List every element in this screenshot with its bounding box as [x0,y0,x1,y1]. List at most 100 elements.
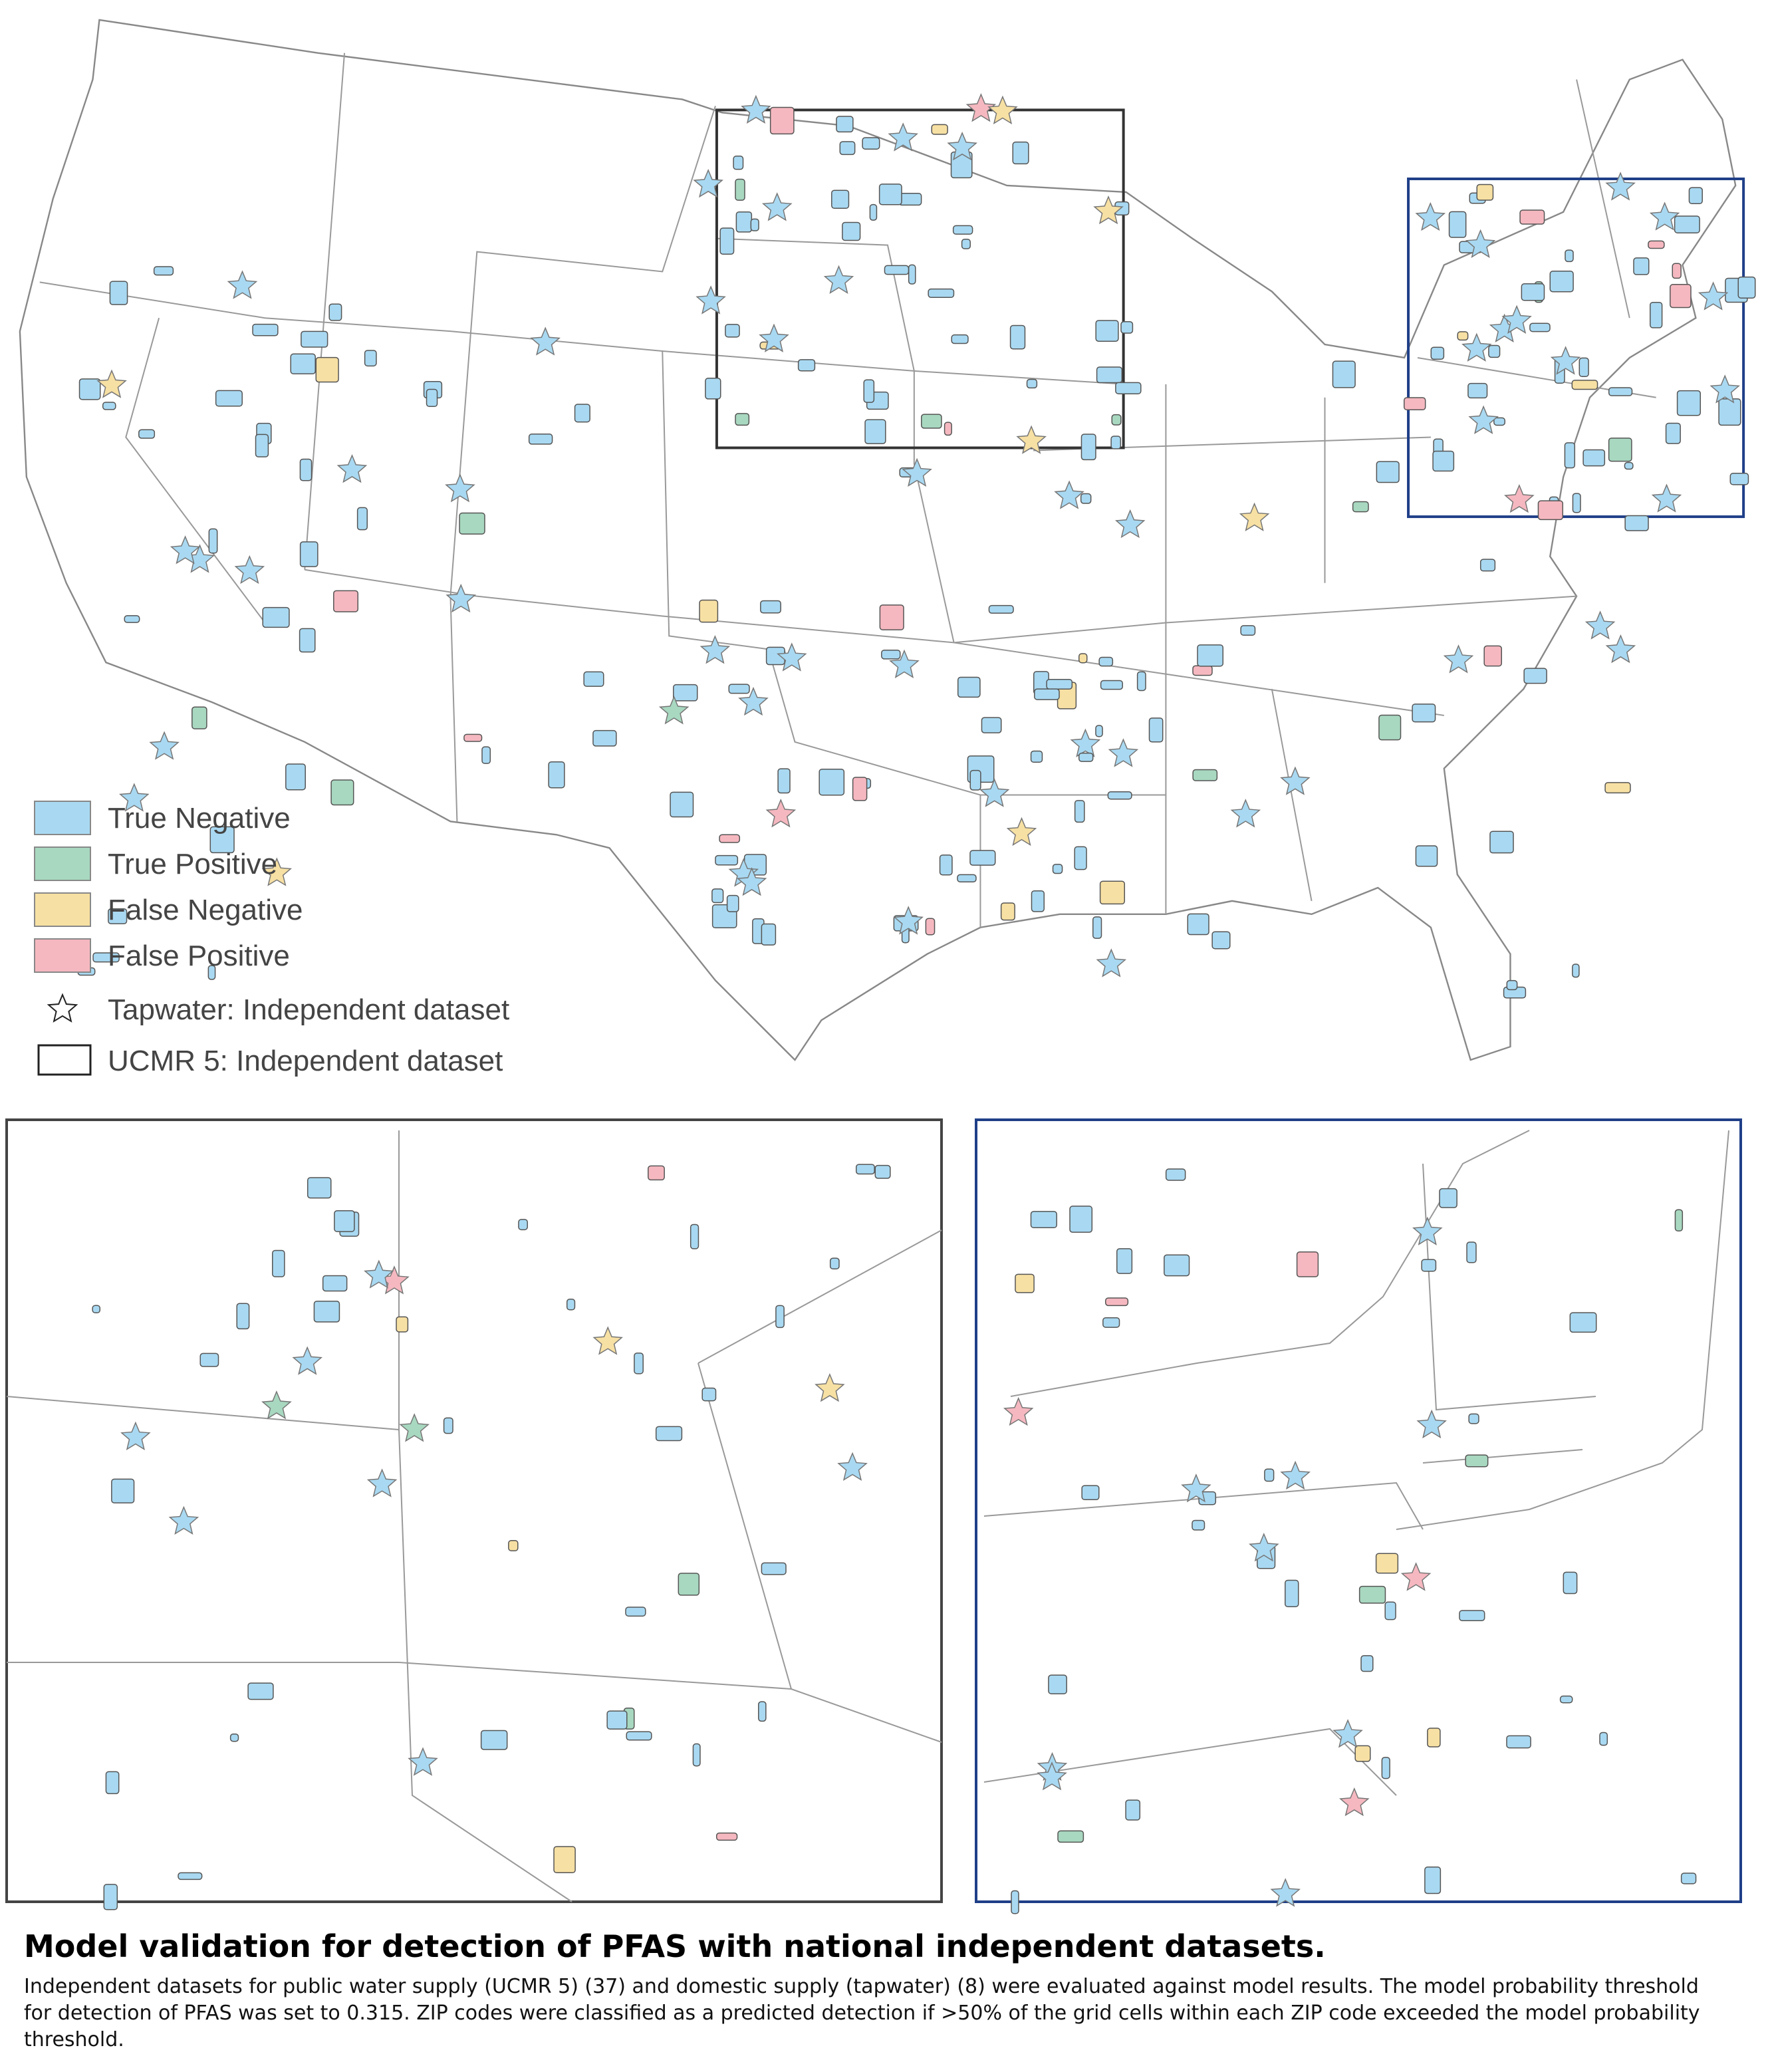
zip-area [1476,184,1494,201]
zip-area [1096,366,1123,384]
tapwater-star [1605,634,1636,664]
zip-area [199,1353,219,1367]
zip-area [733,156,744,170]
zip-area [761,1562,787,1575]
zip-area [1565,249,1574,263]
tapwater-star [366,1468,398,1497]
zip-area [705,378,721,400]
zip-area [711,888,724,904]
zip-area [215,390,243,407]
zip-area [701,1387,717,1402]
zip-area [1529,323,1551,332]
zip-area [969,850,996,866]
zip-area [322,1275,348,1292]
zip-area [1285,1579,1299,1607]
zip-area [315,356,339,383]
zip-area [178,1872,203,1880]
zip-area [356,507,368,531]
zip-area [1120,321,1134,334]
zip-area [1376,461,1400,483]
zip-area [625,1607,646,1617]
zip-area [1381,1757,1390,1779]
tapwater-star [364,1259,394,1289]
zip-area [1240,625,1256,636]
tapwater-star [1504,483,1535,513]
zip-area [1384,1601,1396,1620]
tapwater-star [759,323,789,352]
zip-area [78,378,101,400]
zip-area [951,334,969,344]
zip-area [518,1219,528,1231]
zip-area [1457,331,1469,341]
tapwater-star [815,1372,845,1402]
zip-area [1197,644,1224,667]
zip-area [939,854,953,876]
zip-area [908,264,916,285]
zip-area [1375,1553,1399,1574]
zip-area [1099,880,1126,905]
zip-area [1521,283,1545,301]
us-outline [19,19,1737,1061]
caption-text: Independent datasets for public water su… [24,1975,1700,2051]
zip-area [299,458,313,481]
tapwater-star [1651,483,1682,513]
tapwater-star [1709,374,1740,404]
zip-area [1688,187,1703,205]
legend: True Negative True Positive False Negative… [34,801,509,1077]
zip-area [1572,493,1581,513]
tapwater-star [741,94,771,124]
zip-area [1506,979,1518,991]
zip-area [863,379,875,403]
tapwater-star [1006,817,1037,846]
zip-area [673,684,698,702]
inset-northeast [975,1118,1742,1903]
zip-area [1421,1259,1437,1272]
zip-area [1115,382,1142,394]
zip-area [247,1682,274,1700]
zip-area [1665,422,1681,444]
zip-area [1676,390,1702,416]
zip-area [1352,501,1369,513]
zip-area [1102,1317,1120,1328]
tapwater-star [261,857,293,886]
tapwater-star [1093,195,1124,225]
tapwater-star [170,535,201,565]
tapwater-star [1270,1878,1301,1907]
zip-area [728,684,750,694]
zip-area [1015,1273,1035,1293]
zip-area [1125,1799,1141,1821]
zip-area [1608,438,1632,462]
zip-area [1069,1206,1093,1233]
zip-area [1057,1830,1084,1843]
zip-area [301,330,328,348]
legend-label: True Negative [108,802,291,835]
zip-area [1569,1312,1597,1333]
zip-area [566,1299,576,1311]
zip-area [1599,1732,1608,1746]
zip-area [634,1353,644,1374]
zip-area [1192,769,1218,781]
ucmr-box [715,108,1125,450]
tapwater-star [1412,1216,1443,1245]
tapwater-star [738,686,769,716]
tapwater-star [1443,644,1474,674]
tapwater-star [96,369,127,398]
zip-area [969,769,981,791]
zip-area [928,288,955,299]
zip-area [1624,461,1634,470]
zip-area [102,402,116,410]
tapwater-star [292,1346,322,1375]
tapwater-star [1249,1533,1279,1562]
zip-area [1466,1241,1477,1263]
tapwater-star [1181,1474,1211,1503]
zip-area [1104,1297,1129,1307]
zip-area [1564,442,1576,469]
zip-area [528,434,553,445]
zip-area [775,1305,785,1329]
zip-area [944,422,952,436]
legend-label: False Negative [108,894,303,926]
zip-area [881,649,901,660]
tapwater-star [893,906,924,935]
zip-area [1030,1211,1057,1229]
